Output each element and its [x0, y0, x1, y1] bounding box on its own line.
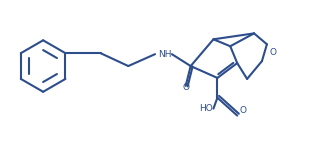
Text: O: O: [270, 48, 277, 57]
Text: O: O: [182, 83, 189, 92]
Text: NH: NH: [158, 50, 171, 59]
Text: HO: HO: [200, 104, 213, 113]
Text: O: O: [239, 106, 246, 114]
